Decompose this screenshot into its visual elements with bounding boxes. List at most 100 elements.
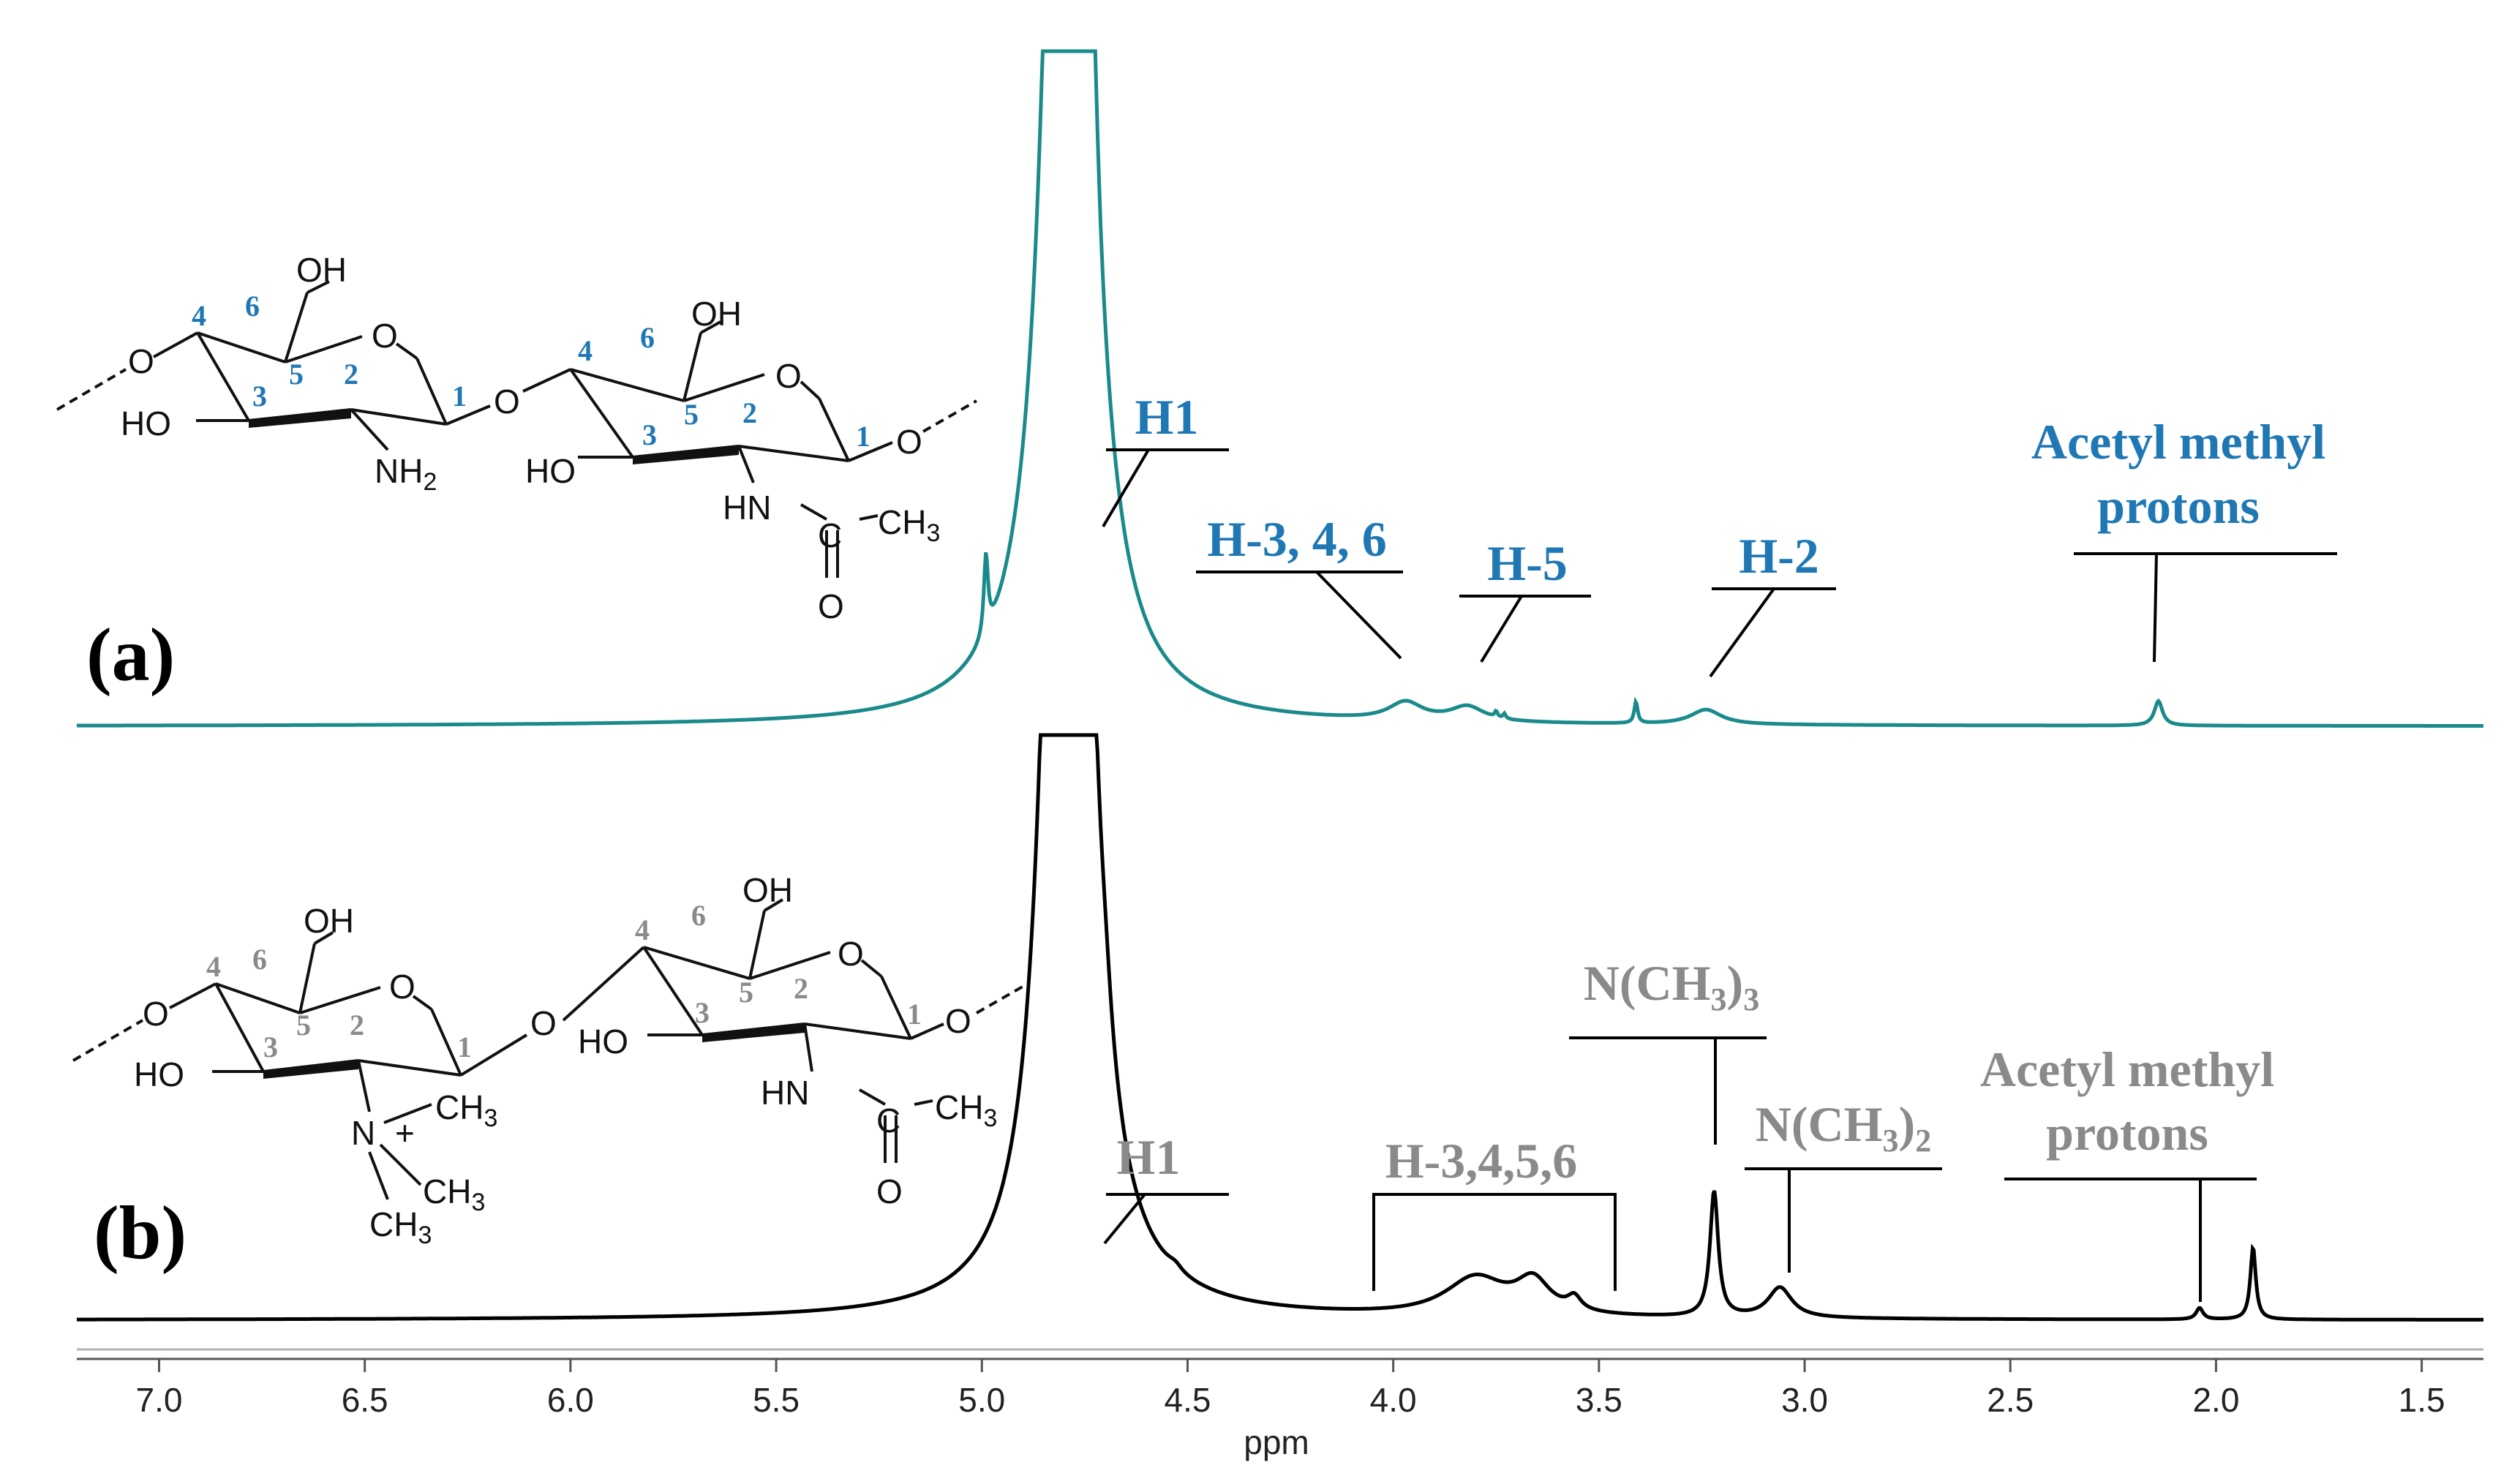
svg-text:O: O bbox=[876, 1172, 903, 1210]
svg-text:O: O bbox=[838, 935, 864, 973]
x-tick-label-8: 3.0 bbox=[1781, 1381, 1828, 1419]
label-acetyl-a-line2: protons bbox=[2097, 478, 2260, 534]
svg-text:1: 1 bbox=[856, 420, 870, 453]
x-tick-label-1: 6.5 bbox=[342, 1381, 388, 1419]
svg-text:1: 1 bbox=[452, 380, 467, 413]
svg-text:3: 3 bbox=[263, 1031, 278, 1063]
svg-text:4: 4 bbox=[192, 299, 206, 332]
svg-text:OH: OH bbox=[691, 295, 742, 333]
label-h2-a: H-2 bbox=[1739, 528, 1819, 584]
label-h1-b: H1 bbox=[1117, 1129, 1181, 1185]
spectrum-a bbox=[77, 49, 2483, 728]
svg-text:6: 6 bbox=[691, 899, 706, 932]
label-h1-a: H1 bbox=[1135, 389, 1199, 445]
svg-text:HN: HN bbox=[761, 1074, 809, 1112]
x-axis-title: ppm bbox=[1244, 1423, 1309, 1461]
svg-text:C: C bbox=[818, 516, 842, 554]
spectrum-b-trace bbox=[77, 733, 2483, 1322]
label-h3456-b: H-3,4,5,6 bbox=[1385, 1133, 1578, 1189]
svg-text:CH3: CH3 bbox=[935, 1088, 997, 1132]
h3456-b-bracket bbox=[1372, 1193, 1617, 1291]
h1-a-leader bbox=[1102, 448, 1150, 528]
svg-text:HO: HO bbox=[525, 452, 576, 490]
svg-text:1: 1 bbox=[907, 998, 922, 1031]
structure-b: OH O O HO N + CH3 CH3 CH3 O OH O HO HN C… bbox=[72, 871, 1028, 1249]
x-tick-label-6: 4.0 bbox=[1370, 1381, 1417, 1419]
svg-text:O: O bbox=[494, 383, 520, 421]
x-axis: 7.0 6.5 6.0 5.5 5.0 4.5 4.0 3.5 3.0 2.5 2.0 1.5 ppm bbox=[77, 1348, 2483, 1461]
x-tick-label-2: 6.0 bbox=[547, 1381, 594, 1419]
label-acetyl-b-line2: protons bbox=[2046, 1105, 2208, 1161]
annotations-a bbox=[1102, 448, 2337, 678]
label-h5-a: H-5 bbox=[1487, 535, 1568, 591]
label-nme2-b: N(CH3)2 bbox=[1756, 1096, 1931, 1159]
svg-text:6: 6 bbox=[252, 943, 267, 976]
x-tick-label-5: 4.5 bbox=[1164, 1381, 1211, 1419]
x-tick-label-11: 1.5 bbox=[2399, 1381, 2445, 1419]
svg-text:3: 3 bbox=[252, 380, 267, 413]
svg-text:O: O bbox=[128, 342, 154, 380]
svg-text:OH: OH bbox=[296, 251, 347, 289]
h1-b-leader bbox=[1103, 1193, 1146, 1245]
svg-text:HO: HO bbox=[121, 404, 171, 442]
svg-text:O: O bbox=[372, 317, 398, 355]
svg-text:2: 2 bbox=[344, 358, 358, 391]
svg-text:C: C bbox=[876, 1101, 900, 1140]
svg-text:O: O bbox=[389, 968, 415, 1006]
svg-text:2: 2 bbox=[794, 972, 808, 1005]
svg-text:5: 5 bbox=[684, 398, 699, 431]
svg-text:O: O bbox=[945, 1002, 971, 1040]
svg-text:5: 5 bbox=[296, 1009, 311, 1042]
svg-text:CH3: CH3 bbox=[423, 1172, 485, 1216]
spectrum-a-trace bbox=[77, 49, 2483, 728]
x-tick-label-10: 2.0 bbox=[2192, 1381, 2239, 1419]
panel-label-b: (b) bbox=[94, 1191, 187, 1275]
svg-text:3: 3 bbox=[642, 418, 657, 451]
svg-text:N: N bbox=[351, 1114, 375, 1152]
svg-text:CH3: CH3 bbox=[369, 1205, 432, 1249]
label-acetyl-b-line1: Acetyl methyl bbox=[1980, 1042, 2274, 1097]
label-nme3-b: N(CH3)3 bbox=[1584, 955, 1759, 1017]
svg-text:OH: OH bbox=[304, 902, 354, 940]
label-h346-a: H-3, 4, 6 bbox=[1207, 511, 1387, 567]
svg-text:2: 2 bbox=[350, 1009, 364, 1042]
svg-text:6: 6 bbox=[640, 321, 655, 354]
svg-text:O: O bbox=[775, 357, 802, 395]
svg-text:O: O bbox=[818, 587, 844, 625]
svg-text:6: 6 bbox=[245, 290, 260, 323]
label-acetyl-a-line1: Acetyl methyl bbox=[2031, 414, 2325, 470]
svg-text:O: O bbox=[530, 1004, 557, 1042]
h346-a-leader bbox=[1315, 570, 1402, 660]
x-tick-label-4: 5.0 bbox=[958, 1381, 1005, 1419]
acetyl-a-leader bbox=[2153, 553, 2158, 663]
annotations-b bbox=[1103, 1036, 2257, 1302]
svg-text:4: 4 bbox=[578, 334, 593, 367]
svg-text:HO: HO bbox=[578, 1022, 628, 1061]
svg-text:CH3: CH3 bbox=[878, 503, 940, 547]
h2-a-leader bbox=[1709, 587, 1775, 678]
h5-a-leader bbox=[1480, 595, 1523, 663]
svg-text:5: 5 bbox=[289, 358, 304, 391]
svg-text:2: 2 bbox=[742, 396, 757, 429]
x-tick-label-7: 3.5 bbox=[1576, 1381, 1622, 1419]
svg-text:HO: HO bbox=[134, 1055, 184, 1093]
svg-text:1: 1 bbox=[457, 1031, 472, 1063]
svg-text:O: O bbox=[896, 423, 922, 461]
x-tick-label-3: 5.5 bbox=[753, 1381, 800, 1419]
x-tick-label-9: 2.5 bbox=[1987, 1381, 2034, 1419]
panel-label-a: (a) bbox=[86, 613, 175, 697]
svg-text:4: 4 bbox=[206, 950, 221, 983]
x-tick-label-0: 7.0 bbox=[136, 1381, 183, 1419]
svg-text:O: O bbox=[143, 995, 169, 1033]
structure-a: OH O O HO NH2 O OH O HO HN C CH3 O O 4 6… bbox=[56, 251, 977, 625]
svg-text:4: 4 bbox=[635, 914, 650, 946]
svg-text:NH2: NH2 bbox=[375, 452, 437, 496]
spectrum-b bbox=[77, 733, 2483, 1322]
svg-text:CH3: CH3 bbox=[435, 1088, 497, 1132]
svg-text:OH: OH bbox=[742, 871, 793, 909]
svg-text:5: 5 bbox=[739, 976, 753, 1009]
svg-text:+: + bbox=[395, 1114, 415, 1152]
svg-text:HN: HN bbox=[723, 489, 771, 527]
svg-text:3: 3 bbox=[695, 996, 710, 1029]
